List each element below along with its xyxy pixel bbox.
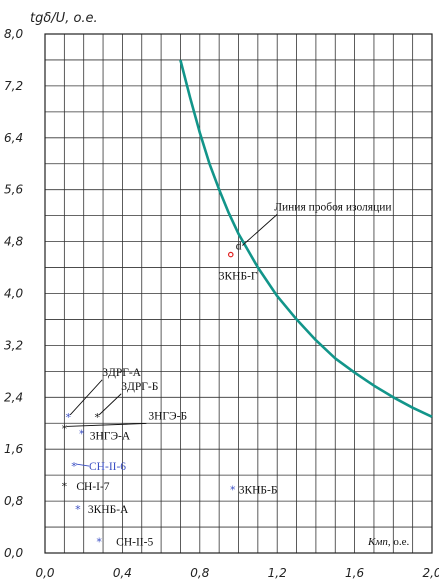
point-marker: *: [62, 422, 68, 435]
point-marker: *: [75, 503, 81, 516]
point-marker: *: [62, 480, 68, 493]
leader-line: [66, 422, 147, 427]
point-label: 3ДРГ-А: [102, 367, 141, 379]
plot-frame: [44, 33, 433, 554]
breakdown-line: [179, 59, 433, 418]
y-tick-label: 1,6: [4, 442, 23, 456]
breakdown-line-label: Линия пробоя изоляции: [274, 201, 391, 213]
x-tick-label: 1,2: [268, 566, 287, 580]
point-marker: *: [94, 411, 100, 424]
point-label: 3НГЭ-А: [90, 431, 131, 443]
point-label: 3НГЭ-Б: [148, 410, 187, 422]
annotations: 3ДРГ-А 3ДРГ-Б 3НГЭ-Б 3НГЭ-А СН-II-6 СН-I-7 3КН…: [66, 201, 392, 548]
point-label: 3ДРГ-Б: [121, 381, 158, 393]
leader-line: [98, 393, 122, 416]
grid: [44, 33, 433, 554]
data-points: * ** ******: [62, 251, 236, 548]
y-tick-label: 4,8: [4, 235, 23, 249]
x-axis-label-symbol: Kмп: [367, 536, 388, 548]
leader-line: [69, 379, 103, 416]
point-label: СН-II-6: [89, 461, 126, 473]
y-tick-label: 2,4: [4, 390, 23, 404]
x-tick-label: 1,6: [345, 566, 364, 580]
y-tick-label: 7,2: [4, 79, 23, 93]
y-tick-label: 4,0: [4, 287, 23, 301]
x-axis-label: Kмп, о.е.: [367, 536, 409, 548]
point-marker: *: [96, 535, 102, 548]
x-tick-label: 0,8: [190, 566, 209, 580]
point-marker: *: [71, 460, 77, 473]
x-tick-label: 0,0: [35, 566, 54, 580]
axes: [44, 33, 433, 554]
y-tick-label: 0,8: [4, 494, 23, 508]
point-label: СН-II-5: [116, 536, 153, 548]
breakdown-line-path: [179, 59, 433, 418]
point-marker: *: [230, 483, 236, 496]
point-marker: [227, 251, 234, 258]
x-axis-label-unit: , о.е.: [388, 536, 410, 548]
point-marker: *: [65, 411, 71, 424]
y-tick-label: 0,0: [4, 546, 23, 560]
point-label-extra: d: [236, 241, 242, 253]
y-tick-label: 8,0: [4, 27, 23, 41]
point-label: 3КНБ-Г: [219, 271, 258, 283]
x-tick-label: 2,0: [422, 566, 439, 580]
point-label: 3КНБ-Б: [239, 484, 278, 496]
leader-line: [75, 463, 90, 467]
y-tick-label: 5,6: [4, 183, 23, 197]
y-tick-label: 6,4: [4, 131, 23, 145]
breakdown-line-leader: [242, 214, 278, 246]
tick-labels: 0,0 0,4 0,8 1,2 1,6 2,0 0,0 0,8 1,6 2,4 3,2 4,0 4,8 5…: [4, 27, 439, 580]
y-axis-label: tgδ/U, о.е.: [30, 11, 98, 26]
point-label: 3КНБ-А: [88, 504, 129, 516]
y-tick-label: 3,2: [4, 338, 23, 352]
x-tick-label: 0,4: [113, 566, 132, 580]
point-marker: *: [79, 428, 85, 441]
point-label: СН-I-7: [76, 481, 109, 493]
